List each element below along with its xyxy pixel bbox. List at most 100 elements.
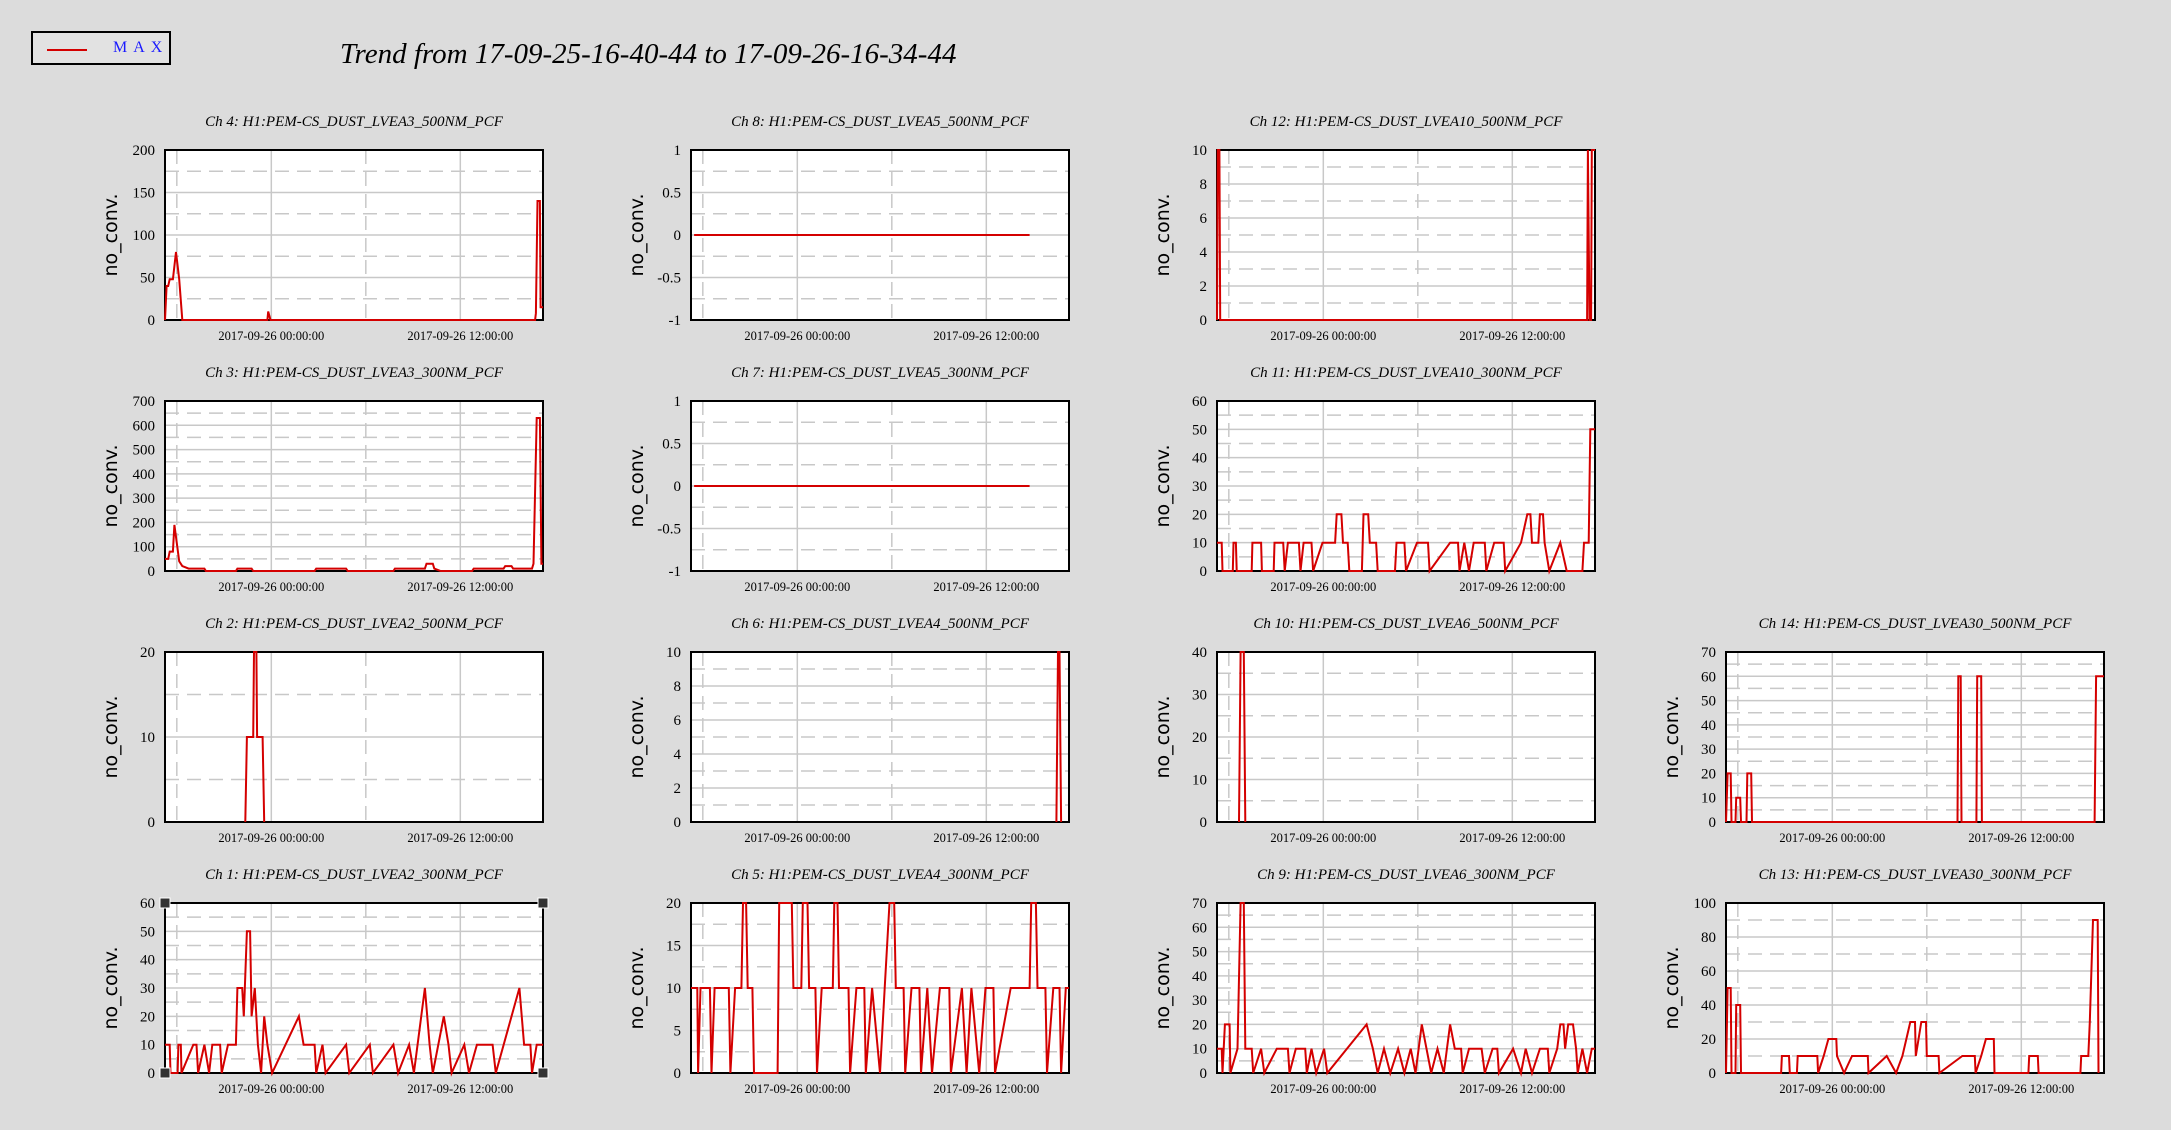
ch7-ytick-label: -1 <box>669 564 682 580</box>
ch6-frame <box>690 651 1070 823</box>
ch2-ytick-label: 10 <box>140 730 155 746</box>
ch3-xtick-label: 2017-09-26 12:00:00 <box>407 580 513 594</box>
ch9-ytick-label: 70 <box>1192 896 1207 912</box>
legend-line-max <box>47 49 87 51</box>
ch5-ytick-label: 5 <box>674 1024 682 1040</box>
ch10-series-max <box>1238 651 1247 823</box>
ch9-ytick-label: 60 <box>1192 920 1207 936</box>
legend-label-max: MAX <box>113 39 169 56</box>
ch4-ytick-label: 100 <box>133 228 156 244</box>
ch10-ylabel: no_conv. <box>1152 695 1174 778</box>
ch12-ytick-label: 6 <box>1200 211 1208 227</box>
ch2-frame <box>164 651 544 823</box>
ch11-xtick-label: 2017-09-26 00:00:00 <box>1270 580 1376 594</box>
ch13-ytick-label: 60 <box>1701 964 1716 980</box>
ch10-ytick-label: 20 <box>1192 730 1207 746</box>
ch11-ytick-label: 10 <box>1192 536 1207 552</box>
ch1-series-max <box>165 930 543 1077</box>
ch3-ytick-label: 700 <box>133 394 156 410</box>
selection-handle <box>159 1067 171 1079</box>
ch10-xtick-label: 2017-09-26 12:00:00 <box>1459 831 1565 845</box>
ch5-ytick-label: 15 <box>666 939 681 955</box>
ch13-ytick-label: 100 <box>1694 896 1717 912</box>
ch3-plot: 0 100 200 300 400 500 600 700 2017-09-26 00:00:0… <box>100 365 544 594</box>
ch5-ytick-label: 10 <box>666 981 681 997</box>
ch7-ytick-label: 0 <box>674 479 682 495</box>
ch8-plot: -1 -0.5 0 0.5 1 2017-09-26 00:00:00 2017-09-26… <box>626 114 1070 343</box>
ch5-ytick-label: 20 <box>666 896 681 912</box>
ch11-plot: 0 10 20 30 40 50 60 2017-09-26 00:00:00 2017-09-… <box>1152 365 1596 594</box>
ch3-ytick-label: 400 <box>133 467 156 483</box>
ch2-xtick-label: 2017-09-26 12:00:00 <box>407 831 513 845</box>
ch14-ytick-label: 10 <box>1701 791 1716 807</box>
ch1-ytick-label: 30 <box>140 981 155 997</box>
ch10-ytick-label: 0 <box>1200 815 1208 831</box>
ch13-ylabel: no_conv. <box>1661 946 1683 1029</box>
ch9-ytick-label: 40 <box>1192 969 1207 985</box>
ch14-ytick-label: 40 <box>1701 718 1716 734</box>
ch14-ytick-label: 20 <box>1701 766 1716 782</box>
ch1-ytick-label: 40 <box>140 953 155 969</box>
ch11-ytick-label: 60 <box>1192 394 1207 410</box>
ch14-series-max <box>1725 675 2104 823</box>
ch9-series-max <box>1217 902 1595 1077</box>
ch4-ylabel: no_conv. <box>100 193 122 276</box>
ch4-ytick-label: 150 <box>133 186 156 202</box>
ch14-ytick-label: 60 <box>1701 669 1716 685</box>
ch6-ytick-label: 6 <box>674 713 682 729</box>
ch1-title: Ch 1: H1:PEM-CS_DUST_LVEA2_300NM_PCF <box>205 867 504 883</box>
ch8-ylabel: no_conv. <box>626 193 648 276</box>
ch9-xtick-label: 2017-09-26 12:00:00 <box>1459 1082 1565 1096</box>
ch1-ytick-label: 60 <box>140 896 155 912</box>
ch2-title: Ch 2: H1:PEM-CS_DUST_LVEA2_500NM_PCF <box>205 616 504 632</box>
ch1-plot: 0 10 20 30 40 50 60 2017-09-26 00:00:00 2017-09-… <box>100 867 544 1096</box>
ch5-xtick-label: 2017-09-26 12:00:00 <box>933 1082 1039 1096</box>
ch4-ytick-label: 200 <box>133 143 156 159</box>
ch12-ytick-label: 2 <box>1200 279 1208 295</box>
ch10-frame <box>1216 651 1596 823</box>
legend-box: MAX <box>31 31 171 65</box>
ch2-series-max <box>244 651 266 823</box>
ch5-plot: 0 5 10 15 20 2017-09-26 00:00:00 2017-09-26 12… <box>626 867 1070 1096</box>
ch3-series-max <box>165 417 543 572</box>
ch13-title: Ch 13: H1:PEM-CS_DUST_LVEA30_300NM_PCF <box>1759 867 2073 883</box>
ch1-frame <box>164 902 544 1074</box>
ch11-ytick-label: 50 <box>1192 422 1207 438</box>
ch14-ytick-label: 50 <box>1701 694 1716 710</box>
ch11-series-max <box>1217 428 1595 575</box>
ch6-ytick-label: 10 <box>666 645 681 661</box>
ch8-title: Ch 8: H1:PEM-CS_DUST_LVEA5_500NM_PCF <box>731 114 1030 130</box>
ch14-ytick-label: 30 <box>1701 742 1716 758</box>
ch4-xtick-label: 2017-09-26 12:00:00 <box>407 329 513 343</box>
ch12-series-max <box>1216 149 1595 321</box>
ch8-ytick-label: 1 <box>674 143 682 159</box>
ch13-xtick-label: 2017-09-26 00:00:00 <box>1779 1082 1885 1096</box>
ch2-xtick-label: 2017-09-26 00:00:00 <box>218 831 324 845</box>
ch13-ytick-label: 20 <box>1701 1032 1716 1048</box>
ch13-frame <box>1725 902 2105 1074</box>
ch5-ylabel: no_conv. <box>626 946 648 1029</box>
ch10-title: Ch 10: H1:PEM-CS_DUST_LVEA6_500NM_PCF <box>1253 616 1559 632</box>
ch3-ytick-label: 0 <box>148 564 156 580</box>
selection-handle <box>159 897 171 909</box>
ch1-xtick-label: 2017-09-26 00:00:00 <box>218 1082 324 1096</box>
ch11-ytick-label: 30 <box>1192 479 1207 495</box>
ch4-title: Ch 4: H1:PEM-CS_DUST_LVEA3_500NM_PCF <box>205 114 504 130</box>
ch8-xtick-label: 2017-09-26 00:00:00 <box>744 329 850 343</box>
ch8-frame <box>690 149 1070 321</box>
ch5-xtick-label: 2017-09-26 00:00:00 <box>744 1082 850 1096</box>
ch6-xtick-label: 2017-09-26 00:00:00 <box>744 831 850 845</box>
ch9-ytick-label: 20 <box>1192 1017 1207 1033</box>
ch7-plot: -1 -0.5 0 0.5 1 2017-09-26 00:00:00 2017-09-26… <box>626 365 1070 594</box>
ch5-title: Ch 5: H1:PEM-CS_DUST_LVEA4_300NM_PCF <box>731 867 1030 883</box>
ch14-title: Ch 14: H1:PEM-CS_DUST_LVEA30_500NM_PCF <box>1759 616 2073 632</box>
ch9-ytick-label: 0 <box>1200 1066 1208 1082</box>
ch10-ytick-label: 10 <box>1192 773 1207 789</box>
ch6-ylabel: no_conv. <box>626 695 648 778</box>
ch8-ytick-label: -1 <box>669 313 682 329</box>
ch7-xtick-label: 2017-09-26 12:00:00 <box>933 580 1039 594</box>
ch6-title: Ch 6: H1:PEM-CS_DUST_LVEA4_500NM_PCF <box>731 616 1030 632</box>
ch8-ytick-label: -0.5 <box>657 271 681 287</box>
ch11-ytick-label: 0 <box>1200 564 1208 580</box>
